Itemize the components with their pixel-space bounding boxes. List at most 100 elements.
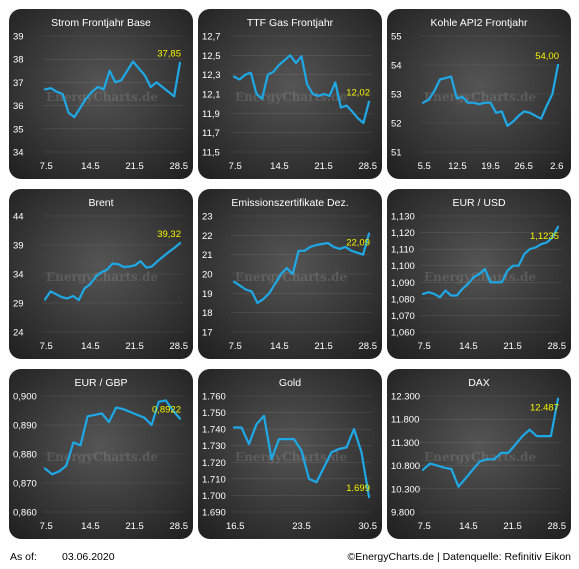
chart-title: Emissionszertifikate Dez. — [231, 197, 348, 209]
x-tick-label: 7.5 — [40, 161, 53, 172]
y-tick-label: 10.800 — [391, 461, 420, 472]
series-line — [232, 54, 371, 125]
last-value-label: 37,85 — [157, 49, 181, 60]
chart-svg: TTF Gas FrontjahrEnergyCharts.de11,511,7… — [198, 9, 382, 179]
x-tick-label: 28.5 — [548, 341, 567, 352]
y-tick-label: 35 — [13, 124, 24, 135]
series-line — [421, 63, 560, 128]
last-value-label: 22,09 — [346, 238, 370, 249]
chart-title: EUR / GBP — [74, 377, 127, 389]
panel-background — [387, 369, 571, 539]
y-tick-label: 1.700 — [202, 491, 226, 502]
y-tick-label: 17 — [202, 328, 213, 339]
y-tick-label: 1.690 — [202, 508, 226, 519]
x-tick-label: 14.5 — [459, 341, 478, 352]
y-tick-label: 36 — [13, 101, 24, 112]
y-tick-label: 9.800 — [391, 508, 415, 519]
y-tick-label: 37 — [13, 78, 24, 89]
y-tick-label: 51 — [391, 148, 402, 159]
x-tick-label: 7.5 — [40, 341, 53, 352]
y-tick-label: 1,110 — [391, 245, 414, 256]
as-of-date: 03.06.2020 — [62, 551, 115, 563]
y-tick-label: 1.740 — [202, 425, 226, 436]
y-tick-label: 10.300 — [391, 484, 420, 495]
x-tick-label: 7.5 — [229, 161, 242, 172]
y-tick-label: 12,3 — [202, 70, 221, 81]
chart-svg: Kohle API2 Frontjahr EnergyCharts.de 51 52 5… — [387, 9, 571, 179]
chart-svg: EUR / GBP EnergyCharts.de 0,860 0,870 0,880 0… — [9, 369, 193, 539]
x-tick-label: 28.5 — [170, 341, 189, 352]
panel-background — [9, 9, 193, 179]
y-tick-label: 1.720 — [202, 458, 226, 469]
panel-background — [198, 9, 382, 179]
chart-title: TTF Gas Frontjahr — [247, 17, 334, 29]
x-tick-label: 14.5 — [459, 521, 478, 532]
y-tick-label: 53 — [391, 90, 402, 101]
series-line — [421, 397, 560, 488]
last-value-label: 0,8922 — [152, 405, 181, 416]
chart-grid: Strom Frontjahr Base EnergyCharts.de 34 35 3… — [9, 9, 571, 539]
last-value-label: 12,02 — [346, 88, 370, 99]
series-line — [43, 60, 182, 119]
chart-title: EUR / USD — [452, 197, 506, 209]
y-tick-label: 18 — [202, 308, 213, 319]
chart-svg: EUR / USD EnergyCharts.de 1,060 1,070 1,080 1… — [387, 189, 571, 359]
chart-title: DAX — [468, 377, 490, 389]
x-tick-label: 21.5 — [125, 161, 144, 172]
y-tick-label: 1,080 — [391, 294, 415, 305]
series-line — [232, 232, 371, 305]
last-value-label: 54,00 — [535, 51, 559, 62]
y-tick-label: 12,7 — [202, 32, 221, 43]
y-tick-label: 38 — [13, 55, 24, 66]
chart-title: Strom Frontjahr Base — [51, 17, 151, 29]
x-tick-label: 26.5 — [514, 161, 533, 172]
y-tick-label: 11,5 — [202, 148, 220, 159]
watermark: EnergyCharts.de — [424, 270, 536, 284]
chart-panel: TTF Gas Frontjahr EnergyCharts.de 11,5 11,7… — [198, 9, 382, 179]
panel-background — [9, 189, 193, 359]
x-tick-label: 21.5 — [314, 341, 333, 352]
y-tick-label: 11.800 — [391, 415, 419, 426]
y-tick-label: 1,120 — [391, 228, 415, 239]
watermark: EnergyCharts.de — [235, 270, 347, 284]
y-tick-label: 19 — [202, 289, 213, 300]
chart-panel: Emissionszertifikate Dez. EnergyCharts.de… — [198, 189, 382, 359]
x-tick-label: 12.5 — [448, 161, 467, 172]
watermark: EnergyCharts.de — [46, 90, 158, 104]
chart-svg: DAXEnergyCharts.de9.80010.30010.80011.30… — [387, 369, 571, 539]
chart-svg: Emissionszertifikate Dez. EnergyCharts.de… — [198, 189, 382, 359]
x-tick-label: 28.5 — [548, 521, 567, 532]
series-line — [421, 225, 560, 299]
x-tick-label: 28.5 — [359, 161, 378, 172]
panel-background — [387, 9, 571, 179]
y-tick-label: 55 — [391, 32, 402, 43]
chart-svg: Gold EnergyCharts.de 1.690 1.700 1.710 1.720 1… — [198, 369, 382, 539]
x-tick-label: 7.5 — [418, 341, 431, 352]
y-tick-label: 1.710 — [202, 474, 226, 485]
x-tick-label: 19.5 — [481, 161, 500, 172]
watermark: EnergyCharts.de — [424, 90, 536, 104]
y-tick-label: 21 — [202, 250, 213, 261]
y-tick-label: 1,090 — [391, 278, 415, 289]
as-of-label: As of: — [10, 551, 37, 563]
source-credit: ©EnergyCharts.de | Datenquelle: Refiniti… — [347, 551, 572, 563]
y-tick-label: 12.300 — [391, 392, 420, 403]
y-tick-label: 20 — [202, 270, 213, 281]
y-tick-label: 0,900 — [13, 392, 37, 403]
x-tick-label: 28.5 — [170, 161, 189, 172]
y-tick-label: 11.300 — [391, 438, 419, 449]
y-tick-label: 1.750 — [202, 408, 226, 419]
chart-title: Kohle API2 Frontjahr — [431, 17, 528, 29]
x-tick-label: 7.5 — [40, 521, 53, 532]
series-line — [232, 414, 371, 499]
y-tick-label: 12,1 — [202, 90, 221, 101]
chart-panel: EUR / GBP EnergyCharts.de 0,860 0,870 0,880 0… — [9, 369, 193, 539]
x-tick-label: 14.5 — [81, 161, 100, 172]
x-tick-label: 14.5 — [270, 341, 289, 352]
y-tick-label: 1,100 — [391, 261, 415, 272]
chart-panel: Brent EnergyCharts.de 24 29 34 39 44 7.5 14.5 21.… — [9, 189, 193, 359]
y-tick-label: 29 — [13, 299, 24, 310]
y-tick-label: 39 — [13, 241, 24, 252]
y-tick-label: 52 — [391, 119, 402, 130]
watermark: EnergyCharts.de — [235, 450, 347, 464]
